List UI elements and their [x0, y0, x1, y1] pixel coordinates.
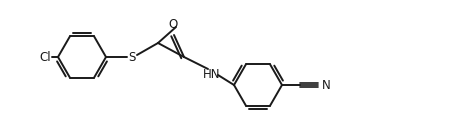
Text: O: O: [168, 18, 177, 31]
Text: N: N: [321, 79, 330, 92]
Text: S: S: [128, 51, 135, 64]
Text: HN: HN: [203, 67, 220, 80]
Text: Cl: Cl: [39, 51, 51, 64]
